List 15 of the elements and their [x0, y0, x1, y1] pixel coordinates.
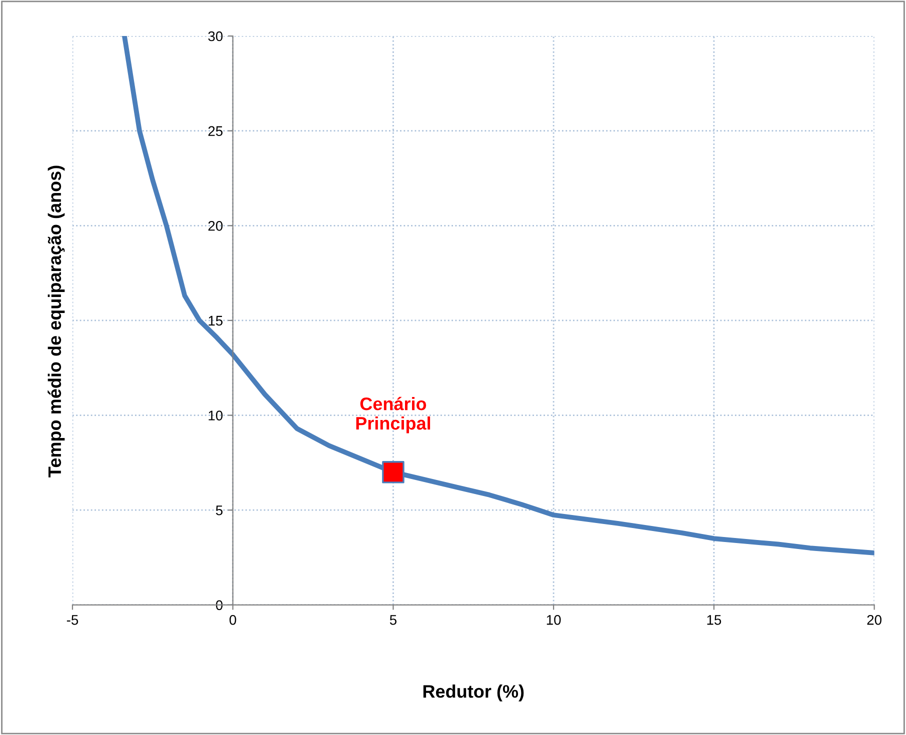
- y-tick-label: 30: [208, 31, 223, 42]
- x-tick-label: 0: [230, 614, 236, 625]
- annotation: Cenário Principal: [356, 396, 430, 434]
- y-tick-label: 10: [208, 410, 223, 420]
- x-tick-label: 10: [546, 614, 561, 625]
- y-tick-label: 15: [208, 316, 223, 326]
- x-tick-label: 5: [390, 615, 396, 625]
- x-tick-label: -5: [66, 615, 78, 625]
- x-tick-label: 15: [707, 615, 722, 625]
- y-axis-title: Tempo médio de equiparação (anos): [48, 166, 65, 478]
- x-tick-label: 20: [867, 614, 882, 625]
- x-axis-title: Redutor (%): [423, 684, 524, 702]
- y-tick-label: 25: [208, 126, 223, 136]
- y-tick-label: 5: [216, 506, 223, 516]
- y-tick-label: 20: [208, 220, 223, 231]
